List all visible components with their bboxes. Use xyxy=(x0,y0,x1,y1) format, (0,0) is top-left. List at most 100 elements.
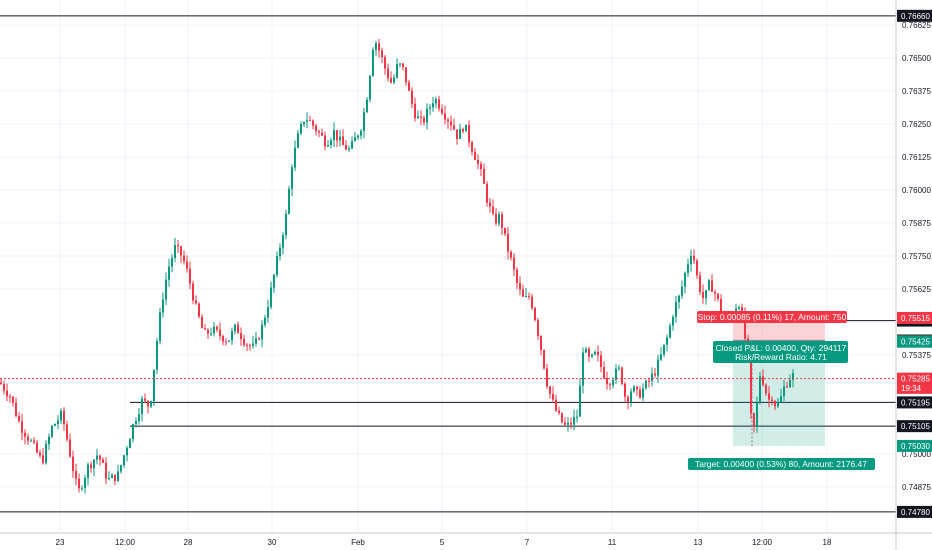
candle-body xyxy=(213,326,215,334)
candle-body xyxy=(0,382,2,385)
candle-body xyxy=(129,439,131,449)
candle-body xyxy=(453,125,455,130)
stop-label-text: Stop: 0.00085 (0.11%) 17, Amount: 750 xyxy=(698,312,847,322)
candle-body xyxy=(375,43,377,50)
candle-body xyxy=(216,326,218,330)
candle-body xyxy=(522,289,524,297)
candle-body xyxy=(633,386,635,392)
candle-body xyxy=(69,439,71,457)
candle-body xyxy=(558,410,560,414)
candle-body xyxy=(618,367,620,369)
candle-body xyxy=(330,140,332,146)
candle-body xyxy=(54,424,56,426)
candle-body xyxy=(42,455,44,463)
candle-body xyxy=(516,269,518,284)
price-tick-label: 0.76250 xyxy=(902,120,931,129)
candle-body xyxy=(471,142,473,152)
candle-body xyxy=(567,422,569,425)
level-badge xyxy=(897,396,932,409)
candle-body xyxy=(111,474,113,479)
candle-body xyxy=(537,320,539,336)
candle-body xyxy=(642,388,644,398)
candle-body xyxy=(588,348,590,357)
price-tick-label: 0.75000 xyxy=(902,450,931,459)
candle-body xyxy=(417,116,419,119)
candle-body xyxy=(675,302,677,317)
candle-body xyxy=(12,396,14,403)
candle-body xyxy=(138,414,140,422)
candle-body xyxy=(519,283,521,290)
candle-body xyxy=(744,313,746,339)
candle-body xyxy=(555,399,557,411)
candle-body xyxy=(636,386,638,390)
candle-body xyxy=(51,425,53,437)
position-tool[interactable] xyxy=(733,317,825,446)
price-tick-label: 0.76500 xyxy=(902,54,931,63)
candle-body xyxy=(99,455,101,460)
candle-body xyxy=(36,442,38,453)
candle-body xyxy=(39,452,41,456)
candle-body xyxy=(96,455,98,460)
candle-body xyxy=(531,296,533,309)
candle-body xyxy=(261,324,263,340)
candle-body xyxy=(126,448,128,456)
candle-body xyxy=(324,135,326,147)
candle-body xyxy=(150,401,152,407)
candle-body xyxy=(789,379,791,387)
candle-body xyxy=(681,286,683,296)
candle-body xyxy=(306,119,308,122)
candle-body xyxy=(765,384,767,394)
candle-body xyxy=(180,246,182,256)
candle-body xyxy=(267,307,269,318)
candle-body xyxy=(747,338,749,344)
ratio-label-text: Risk/Reward Ratio: 4.71 xyxy=(735,352,827,362)
candle-body xyxy=(504,227,506,234)
candle-body xyxy=(18,416,20,422)
candle-body xyxy=(177,244,179,247)
candle-body xyxy=(561,413,563,423)
candle-body xyxy=(327,145,329,147)
candle-body xyxy=(381,50,383,58)
candle-body xyxy=(204,328,206,330)
candle-body xyxy=(183,255,185,262)
time-tick-label: 23 xyxy=(56,538,65,547)
level-badge-label: 0.74780 xyxy=(901,508,930,517)
candle-body xyxy=(528,296,530,298)
candle-body xyxy=(657,359,659,376)
time-axis[interactable]: 23 12:00 28 30 Feb 5 7 11 13 12:00 18 xyxy=(56,538,832,547)
candle-body xyxy=(108,478,110,480)
time-tick-label: 11 xyxy=(608,538,617,547)
candle-body xyxy=(678,295,680,303)
price-tick-label: 0.76625 xyxy=(902,21,931,30)
candle-body xyxy=(120,465,122,472)
candle-body xyxy=(720,298,722,314)
price-badge xyxy=(897,439,932,452)
candle-body xyxy=(345,145,347,150)
price-badge xyxy=(897,335,932,348)
candle-body xyxy=(165,279,167,300)
candle-body xyxy=(171,257,173,267)
candle-body xyxy=(639,389,641,398)
candle-body xyxy=(15,402,17,417)
candle-body xyxy=(354,137,356,142)
candle-body xyxy=(456,129,458,139)
candle-body xyxy=(780,396,782,403)
candle-body xyxy=(576,416,578,418)
candle-body xyxy=(495,213,497,224)
candle-body xyxy=(615,368,617,381)
candle-body xyxy=(771,399,773,401)
candle-body xyxy=(468,124,470,143)
price-badge-label: 0.75030 xyxy=(901,442,930,451)
candle-body xyxy=(102,459,104,463)
candle-body xyxy=(282,235,284,248)
candle-body xyxy=(591,354,593,357)
candle-body xyxy=(273,274,275,288)
candle-body xyxy=(297,133,299,148)
candle-body xyxy=(309,119,311,121)
price-tick-label: 0.76125 xyxy=(902,153,931,162)
candle-body xyxy=(534,308,536,321)
price-tick-label: 0.75750 xyxy=(902,252,931,261)
price-badge xyxy=(897,311,932,324)
level-badge-label: 0.76660 xyxy=(901,12,930,21)
candle-body xyxy=(285,213,287,236)
